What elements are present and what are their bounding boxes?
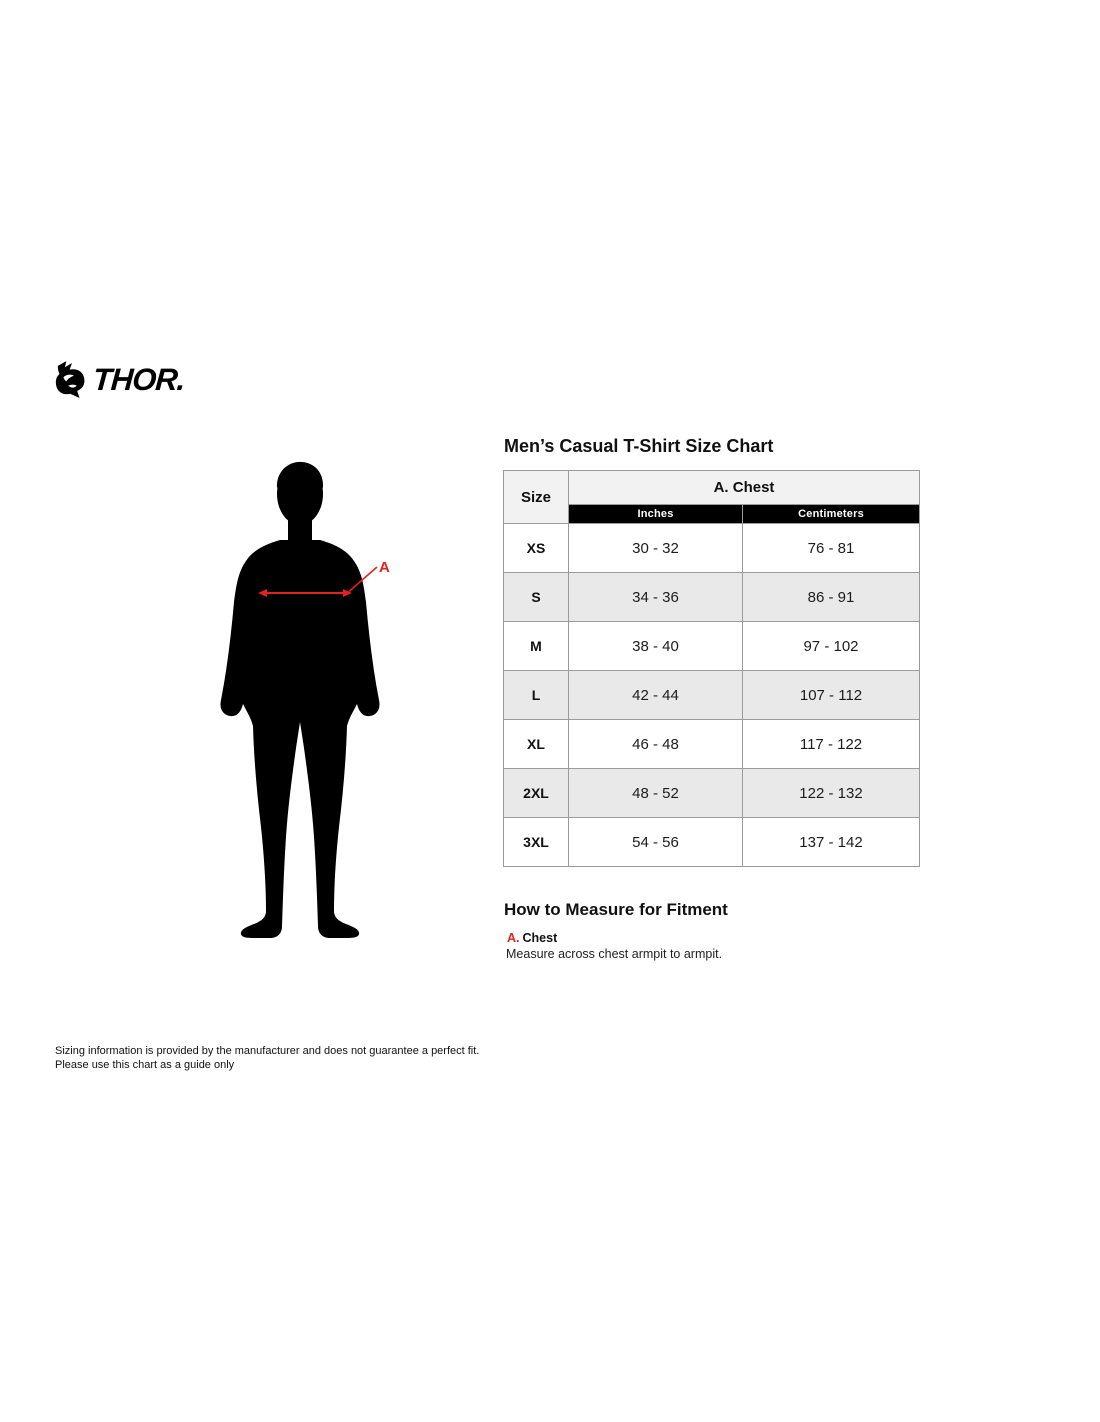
silhouette-neck xyxy=(288,510,312,542)
silhouette-head xyxy=(277,463,323,525)
column-header-inches: Inches xyxy=(568,504,743,524)
table-row: L 42 - 44 107 - 112 xyxy=(503,670,920,720)
inches-cell: 48 - 52 xyxy=(568,768,743,818)
how-to-measure-heading: How to Measure for Fitment xyxy=(504,900,728,919)
chest-measurement-arrow xyxy=(258,566,378,597)
size-cell: M xyxy=(503,621,569,671)
centimeters-cell: 97 - 102 xyxy=(742,621,920,671)
inches-cell: 34 - 36 xyxy=(568,572,743,622)
body-silhouette-figure: A xyxy=(220,460,400,940)
column-header-centimeters: Centimeters xyxy=(742,504,920,524)
disclaimer-line-2: Please use this chart as a guide only xyxy=(55,1058,235,1071)
size-cell: 2XL xyxy=(503,768,569,818)
silhouette-hair xyxy=(276,461,324,488)
size-cell: S xyxy=(503,572,569,622)
measure-description: Measure across chest armpit to armpit. xyxy=(506,947,723,961)
thor-goat-icon xyxy=(55,361,85,398)
inches-cell: 30 - 32 xyxy=(568,523,743,573)
size-cell: L xyxy=(503,670,569,720)
size-cell: 3XL xyxy=(503,817,569,867)
inches-cell: 42 - 44 xyxy=(568,670,743,720)
measure-item-chest: A. Chest xyxy=(507,931,557,946)
body-silhouette: A xyxy=(220,461,390,938)
disclaimer-line-1: Sizing information is provided by the ma… xyxy=(55,1045,480,1057)
inches-cell: 54 - 56 xyxy=(568,817,743,867)
silhouette-body xyxy=(220,540,380,938)
centimeters-cell: 76 - 81 xyxy=(742,523,920,573)
centimeters-cell: 122 - 132 xyxy=(742,768,920,818)
table-row: XL 46 - 48 117 - 122 xyxy=(503,719,920,769)
size-cell: XL xyxy=(503,719,569,769)
centimeters-cell: 107 - 112 xyxy=(742,670,920,720)
thor-logo: THOR. xyxy=(55,360,186,400)
measure-label: Chest xyxy=(522,931,558,945)
column-header-size: Size xyxy=(503,470,569,524)
centimeters-cell: 137 - 142 xyxy=(742,817,920,867)
chest-measurement-label: A xyxy=(379,559,390,576)
sizing-disclaimer: Sizing information is provided by the ma… xyxy=(55,1045,479,1072)
size-chart-table: Size A. Chest Inches Centimeters XS 30 -… xyxy=(503,470,920,867)
table-row: XS 30 - 32 76 - 81 xyxy=(503,523,920,573)
centimeters-cell: 117 - 122 xyxy=(742,719,920,769)
size-cell: XS xyxy=(503,523,569,573)
measure-key: A. xyxy=(507,931,520,945)
table-row: M 38 - 40 97 - 102 xyxy=(503,621,920,671)
size-chart-title: Men’s Casual T-Shirt Size Chart xyxy=(504,436,774,456)
column-header-chest: A. Chest xyxy=(568,470,920,505)
thor-logo-text: THOR. xyxy=(91,362,186,397)
table-row: S 34 - 36 86 - 91 xyxy=(503,572,920,622)
table-row: 2XL 48 - 52 122 - 132 xyxy=(503,768,920,818)
inches-cell: 38 - 40 xyxy=(568,621,743,671)
table-row: 3XL 54 - 56 137 - 142 xyxy=(503,817,920,867)
centimeters-cell: 86 - 91 xyxy=(742,572,920,622)
inches-cell: 46 - 48 xyxy=(568,719,743,769)
